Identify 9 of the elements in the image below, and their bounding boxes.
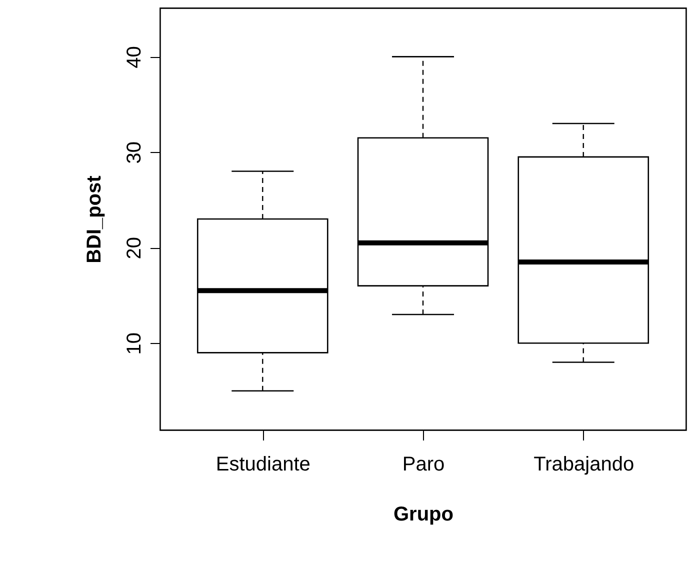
y-tick-label: 20 <box>124 237 146 260</box>
y-tick-label: 30 <box>124 142 146 164</box>
x-tick-label: Estudiante <box>216 454 310 476</box>
y-axis-title: BDI_post <box>84 175 106 264</box>
y-tick-label: 40 <box>124 46 146 68</box>
x-axis-title: Grupo <box>394 504 454 526</box>
y-tick-label: 10 <box>124 332 146 355</box>
x-tick-label: Paro <box>402 454 445 476</box>
x-tick-label: Trabajando <box>534 454 634 476</box>
